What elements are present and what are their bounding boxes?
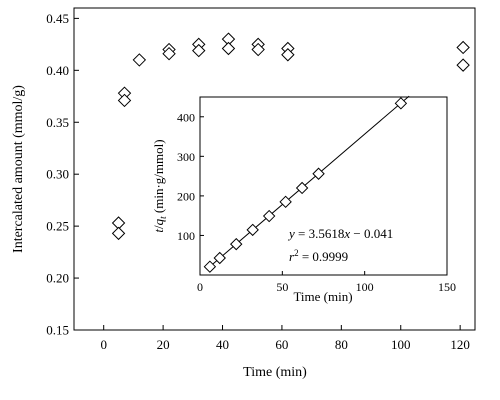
fit-equation-x: x [343, 226, 350, 241]
inset-data-point [213, 251, 226, 265]
main-data-point [192, 43, 206, 58]
r-squared-value: = 0.9999 [299, 249, 349, 264]
inset-data-point [394, 97, 408, 110]
fit-equation-slope: = 3.5618 [295, 226, 345, 241]
fit-equation-y: y [287, 226, 295, 241]
inset-data-point [203, 260, 217, 273]
r-squared-exp: 2 [294, 248, 299, 258]
main-y-tick-label: 0.45 [46, 11, 69, 26]
main-data-point [456, 40, 470, 55]
inset-y-label-t: t [151, 229, 166, 233]
inset-y-tick-label: 200 [177, 189, 195, 203]
inset-x-axis-label: Time (min) [293, 289, 352, 304]
main-data-point [162, 46, 176, 61]
inset-fit-line [207, 95, 410, 269]
main-x-tick-label: 120 [450, 337, 470, 352]
inset-data-point [262, 209, 276, 223]
inset-y-ticks: 100 200 300 400 [177, 110, 204, 243]
main-x-tick-label: 0 [100, 337, 107, 352]
inset-y-label-slash: / [151, 225, 166, 229]
main-x-axis-label: Time (min) [243, 365, 307, 380]
main-data-point [132, 53, 147, 67]
main-y-tick-label: 0.25 [46, 219, 69, 234]
fit-r-squared: r2 = 0.9999 [289, 248, 348, 264]
main-y-tick-label: 0.30 [46, 167, 69, 182]
inset-data-point [230, 237, 243, 251]
fit-equation-intercept: − 0.041 [350, 226, 393, 241]
main-y-axis-label: Intercalated amount (mmol/g) [11, 85, 26, 253]
inset-y-label-sub: t [158, 216, 168, 219]
inset-y-tick-label: 400 [177, 110, 195, 124]
inset-data-points [203, 97, 408, 273]
main-data-point [117, 93, 132, 108]
main-y-tick-label: 0.20 [46, 271, 69, 286]
inset-y-axis-label: t/qt (min·g/mmol) [151, 139, 168, 232]
main-plot-frame [73, 7, 476, 331]
inset-y-tick-label: 100 [177, 229, 195, 243]
inset-y-label-unit: (min·g/mmol) [151, 139, 166, 216]
main-y-tick-label: 0.35 [46, 115, 69, 130]
fit-equation: y = 3.5618x − 0.041 [287, 226, 393, 241]
main-x-ticks: 0 20 40 60 80 100 120 [100, 325, 470, 352]
inset-x-tick-label: 150 [438, 280, 456, 294]
main-data-point [251, 42, 265, 57]
main-y-ticks: 0.15 0.20 0.25 0.30 0.35 0.40 0.45 [46, 11, 79, 338]
inset-data-point [312, 167, 325, 180]
main-x-tick-label: 80 [335, 337, 348, 352]
inset-x-ticks: 0 50 100 150 [197, 271, 456, 294]
main-data-point [456, 58, 470, 72]
main-x-tick-label: 100 [391, 337, 411, 352]
inset-x-tick-label: 100 [356, 280, 374, 294]
main-y-tick-label: 0.40 [46, 63, 69, 78]
main-y-tick-label: 0.15 [46, 323, 69, 338]
main-x-tick-label: 40 [216, 337, 229, 352]
inset-y-tick-label: 300 [177, 150, 195, 164]
inset-y-label-q: q [151, 218, 166, 225]
inset-data-point [246, 223, 259, 237]
r-squared-r: r [289, 249, 295, 264]
main-x-tick-label: 60 [275, 337, 288, 352]
main-data-point [221, 41, 236, 56]
inset-data-point [295, 181, 309, 195]
main-data-points [111, 32, 470, 241]
main-data-point [281, 48, 295, 62]
inset-x-tick-label: 50 [276, 280, 288, 294]
main-x-tick-label: 20 [157, 337, 170, 352]
main-data-point [111, 226, 126, 241]
inset-x-tick-label: 0 [197, 280, 203, 294]
inset-data-point [279, 195, 292, 209]
